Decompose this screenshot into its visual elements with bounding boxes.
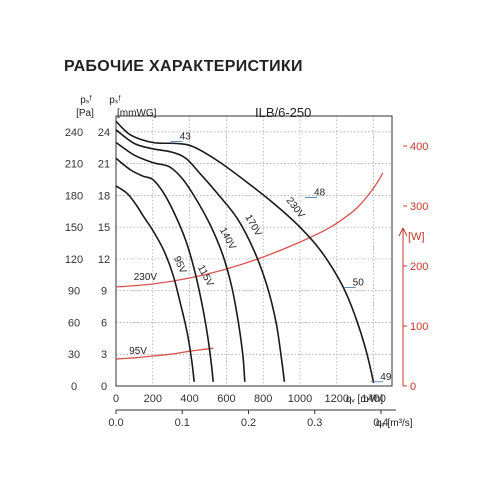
x-tick-label-m3h: 400	[180, 393, 198, 405]
x-tick-label-m3s: 0.0	[108, 417, 123, 429]
y-axis-unit-mmwg: [mmWG]	[117, 108, 157, 119]
power-curve-label: 230V	[134, 272, 158, 283]
y-tick-label-pa: 60	[68, 317, 80, 329]
power-tick-label: 0	[410, 381, 416, 393]
page-title: РАБОЧИЕ ХАРАКТЕРИСТИКИ	[64, 58, 303, 75]
plot-frame	[115, 115, 393, 387]
pressure-curve-140V	[115, 141, 246, 382]
y-tick-label-mmwg: 6	[101, 317, 107, 329]
power-axis-arrow	[402, 227, 408, 237]
annotations-layer: 43 48 50 49	[170, 131, 392, 383]
power-curves-layer: 230V 95V	[115, 172, 384, 360]
x-tick-label-m3h: 1000	[288, 393, 312, 405]
x-tick-label-m3h: 800	[254, 393, 272, 405]
y-axis-title-mmwg: pₛᶠ	[109, 95, 121, 106]
pressure-curve-label: 170V	[242, 213, 263, 239]
x-tick-label-m3s: 0.2	[241, 417, 256, 429]
y-tick-label-pa: 30	[68, 349, 80, 361]
pressure-curve-label: 230V	[284, 195, 307, 220]
x-axis-title-m3h: qᵥ [m³/h]	[346, 394, 383, 405]
x-tick-label-m3h: 1200	[325, 393, 349, 405]
x-tick-label-m3h: 200	[144, 393, 162, 405]
y-tick-label-mmwg: 0	[101, 381, 107, 393]
x-axis-title-m3s: qᵥ [m³/s]	[376, 418, 413, 429]
y-tick-label-mmwg: 15	[98, 222, 110, 234]
pressure-curve-95V	[115, 185, 195, 382]
power-tick-label: 200	[410, 261, 428, 273]
power-axis-arrow	[398, 227, 404, 237]
x-tick-label-m3s: 0.4	[373, 417, 388, 429]
x-tick-label-m3h: 0	[113, 393, 119, 405]
pressure-curve-115V	[115, 157, 214, 382]
noise-level-label: 43	[180, 131, 192, 142]
x-tick-label-m3h: 1400	[361, 393, 385, 405]
y-tick-label-mmwg: 24	[98, 127, 110, 139]
y-tick-label-mmwg: 12	[98, 254, 110, 266]
y-tick-label-pa: 240	[65, 127, 83, 139]
y-tick-label-mmwg: 18	[98, 190, 110, 202]
x-tick-label-m3h: 600	[217, 393, 235, 405]
power-axis-title: [W]	[408, 231, 425, 243]
power-tick-label: 300	[410, 201, 428, 213]
power-curve-230V	[115, 172, 384, 288]
x-tick-label-m3s: 0.1	[175, 417, 190, 429]
power-curve-label: 95V	[129, 346, 147, 357]
y-axis-title-pa: pₛᶠ	[80, 95, 92, 106]
noise-level-label: 49	[380, 372, 392, 383]
y-axis-unit-pa: [Pa]	[76, 108, 94, 119]
x-tick-label-m3s: 0.3	[307, 417, 322, 429]
y-tick-label-mmwg: 9	[101, 286, 107, 298]
pressure-curve-230V	[115, 120, 375, 383]
noise-level-label: 48	[314, 188, 326, 199]
y-tick-label-mmwg: 3	[101, 349, 107, 361]
power-tick-label: 400	[410, 141, 428, 153]
y-tick-label-pa: 180	[65, 190, 83, 202]
pressure-curve-170V	[115, 129, 286, 382]
power-tick-label: 100	[410, 321, 428, 333]
y-tick-label-pa: 90	[68, 286, 80, 298]
frame-layer	[115, 115, 408, 411]
y-tick-label-pa: 210	[65, 159, 83, 171]
y-tick-label-pa: 150	[65, 222, 83, 234]
noise-level-label: 50	[353, 278, 365, 289]
model-label: ILB/6-250	[255, 105, 311, 120]
y-tick-label-mmwg: 21	[98, 159, 110, 171]
y-tick-label-pa: 0	[71, 381, 77, 393]
power-curve-95V	[115, 347, 214, 360]
y-tick-label-pa: 120	[65, 254, 83, 266]
pressure-curve-label: 95V	[171, 255, 188, 276]
